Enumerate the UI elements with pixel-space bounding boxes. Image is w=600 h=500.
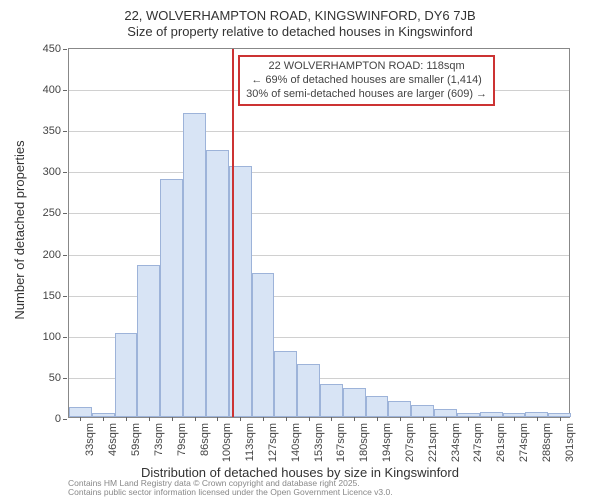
annotation-box: 22 WOLVERHAMPTON ROAD: 118sqm ← 69% of d… (238, 55, 495, 106)
x-tick-label: 46sqm (107, 423, 119, 456)
y-tick-label: 400 (43, 84, 61, 96)
x-tick-label: 153sqm (313, 423, 325, 462)
property-size-chart: 22, WOLVERHAMPTON ROAD, KINGSWINFORD, DY… (0, 0, 600, 500)
annotation-line-1: 22 WOLVERHAMPTON ROAD: 118sqm (246, 60, 487, 74)
x-tick (423, 417, 424, 421)
x-tick-label: 221sqm (427, 423, 439, 462)
histogram-bar (206, 150, 229, 417)
x-tick (172, 417, 173, 421)
histogram-bar (183, 113, 206, 417)
x-tick (446, 417, 447, 421)
x-tick-label: 100sqm (221, 423, 233, 462)
annotation-line-3: 30% of semi-detached houses are larger (… (246, 88, 487, 102)
gridline (69, 255, 569, 256)
x-tick-label: 167sqm (335, 423, 347, 462)
x-tick (514, 417, 515, 421)
x-tick-label: 59sqm (130, 423, 142, 456)
y-tick-label: 350 (43, 125, 61, 137)
x-tick (377, 417, 378, 421)
x-tick-label: 301sqm (564, 423, 576, 462)
x-tick-label: 261sqm (495, 423, 507, 462)
histogram-bar (160, 179, 183, 417)
y-tick-label: 200 (43, 249, 61, 261)
y-tick-label: 150 (43, 290, 61, 302)
x-tick-label: 79sqm (176, 423, 188, 456)
y-tick (63, 172, 67, 173)
x-tick-label: 234sqm (450, 423, 462, 462)
annotation-line-2: ← 69% of detached houses are smaller (1,… (246, 74, 487, 88)
plot-area: 05010015020025030035040045033sqm46sqm59s… (68, 48, 570, 418)
x-tick-label: 288sqm (541, 423, 553, 462)
y-tick (63, 419, 67, 420)
x-tick-label: 113sqm (244, 423, 256, 461)
y-tick-label: 100 (43, 331, 61, 343)
x-tick-label: 140sqm (290, 423, 302, 462)
x-tick-label: 207sqm (404, 423, 416, 462)
x-tick-label: 247sqm (472, 423, 484, 462)
x-tick (263, 417, 264, 421)
y-tick (63, 337, 67, 338)
footer-line-2: Contains public sector information licen… (68, 488, 393, 497)
y-tick-label: 300 (43, 166, 61, 178)
histogram-bar (434, 409, 457, 417)
x-tick-label: 274sqm (518, 423, 530, 462)
chart-title-sub: Size of property relative to detached ho… (0, 23, 600, 39)
x-tick-label: 194sqm (381, 423, 393, 462)
x-tick (560, 417, 561, 421)
gridline (69, 131, 569, 132)
x-tick-label: 180sqm (358, 423, 370, 462)
gridline (69, 213, 569, 214)
gridline (69, 172, 569, 173)
chart-title-main: 22, WOLVERHAMPTON ROAD, KINGSWINFORD, DY… (0, 0, 600, 23)
x-tick-label: 127sqm (267, 423, 279, 462)
chart-footer: Contains HM Land Registry data © Crown c… (68, 479, 393, 498)
x-tick (103, 417, 104, 421)
y-tick (63, 90, 67, 91)
y-axis-title: Number of detached properties (12, 140, 27, 319)
reference-line (232, 49, 234, 417)
x-tick (195, 417, 196, 421)
histogram-bar (137, 265, 160, 417)
histogram-bar (297, 364, 320, 417)
histogram-bar (69, 407, 92, 417)
histogram-bar (320, 384, 343, 417)
histogram-bar (252, 273, 275, 417)
y-tick-label: 50 (49, 372, 61, 384)
y-tick-label: 250 (43, 207, 61, 219)
y-tick-label: 0 (55, 413, 61, 425)
x-tick-label: 73sqm (153, 423, 165, 456)
histogram-bar (115, 333, 138, 417)
x-tick (126, 417, 127, 421)
y-tick (63, 296, 67, 297)
histogram-bar (274, 351, 297, 417)
histogram-bar (411, 405, 434, 417)
x-tick (400, 417, 401, 421)
histogram-bar (366, 396, 389, 417)
x-tick (149, 417, 150, 421)
y-tick (63, 213, 67, 214)
x-tick (217, 417, 218, 421)
x-tick (491, 417, 492, 421)
y-tick (63, 255, 67, 256)
x-tick (309, 417, 310, 421)
x-tick (240, 417, 241, 421)
x-tick (537, 417, 538, 421)
x-tick (354, 417, 355, 421)
x-tick-label: 33sqm (84, 423, 96, 456)
y-tick (63, 378, 67, 379)
x-tick (331, 417, 332, 421)
y-tick (63, 131, 67, 132)
x-tick (468, 417, 469, 421)
y-tick (63, 49, 67, 50)
x-tick-label: 86sqm (199, 423, 211, 456)
x-tick (80, 417, 81, 421)
y-tick-label: 450 (43, 43, 61, 55)
histogram-bar (343, 388, 366, 417)
histogram-bar (388, 401, 411, 417)
x-tick (286, 417, 287, 421)
